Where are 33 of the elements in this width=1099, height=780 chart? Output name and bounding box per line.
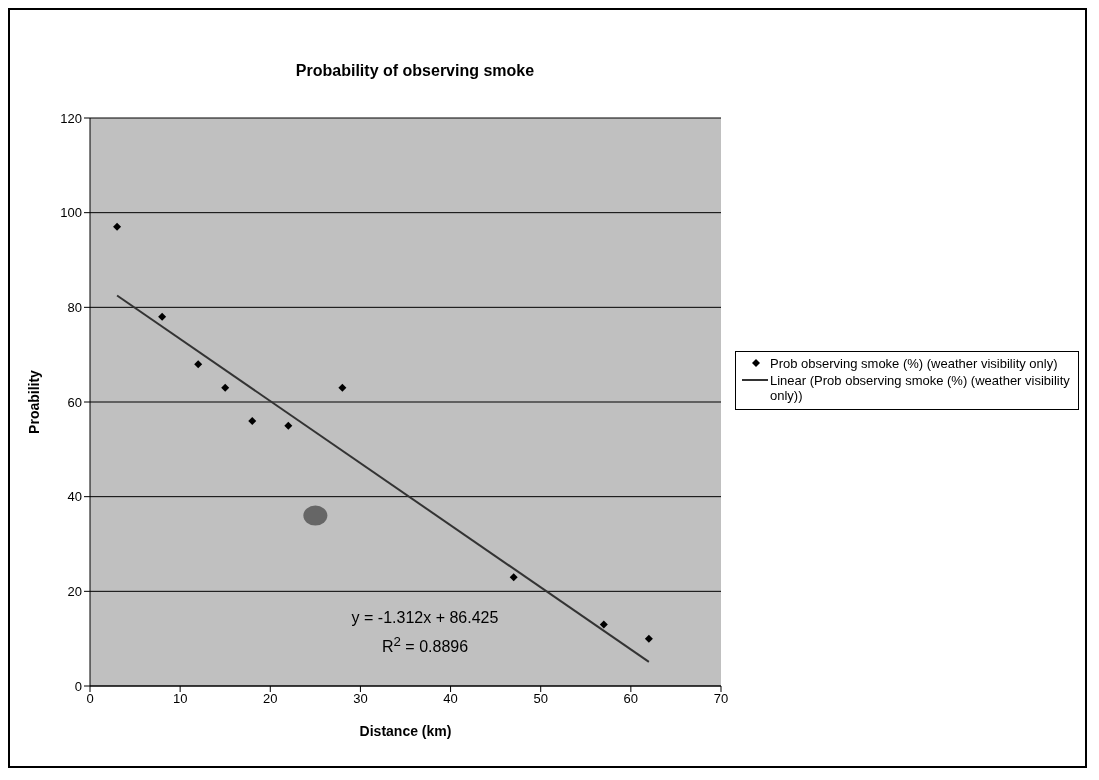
x-tick-label: 40 [443,691,458,707]
point [113,222,122,231]
point [599,620,608,629]
point [284,421,293,430]
annotation: y = -1.312x + 86.425 [350,608,500,628]
point [303,505,328,526]
x-tick-label: 30 [353,691,368,707]
x-tick-label: 50 [533,691,548,707]
x-axis-title: Distance (km) [359,723,452,739]
point [158,312,167,321]
x-tick-label: 0 [86,691,94,707]
x-tick-label: 10 [172,691,188,707]
y-axis-title: Proability [25,369,42,434]
x-tick-label: 70 [713,691,729,707]
y-tick-label: 100 [60,205,82,221]
point [509,573,518,582]
y-tick-label: 40 [67,489,82,505]
chart-title: Probability of observing smoke [294,62,536,80]
legend-label: Linear (Prob observing smoke (%) (weather visibility only)) [770,372,1071,403]
y-tick-label: 20 [67,583,82,599]
y-tick-label: 0 [74,678,82,694]
x-tick-label: 60 [623,691,639,707]
legend-label: Prob observing smoke (%) (weather visibility only) [770,355,1058,371]
y-tick-label: 80 [67,299,82,315]
annotation: R$^{2}$ = 0.8896 [380,633,470,658]
point [338,383,347,392]
point [194,360,203,369]
point [221,383,230,392]
x-tick-label: 20 [263,691,278,707]
point [644,634,653,643]
point [248,416,257,425]
y-tick-label: 120 [60,110,82,126]
y-tick-label: 60 [67,394,82,410]
